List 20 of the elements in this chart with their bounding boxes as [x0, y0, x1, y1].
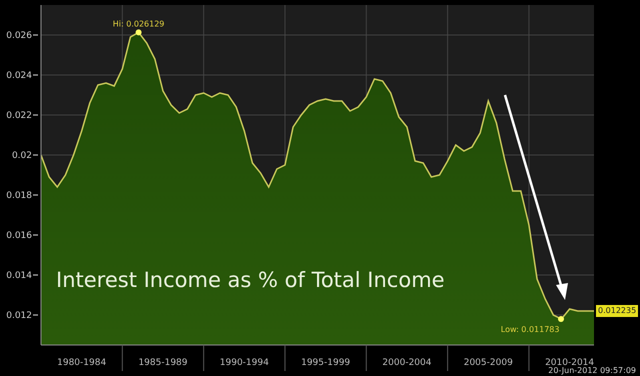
- text: 0.012235: [596, 305, 638, 317]
- y-tick-label: 0.014: [6, 271, 32, 281]
- y-tick-label: 0.018: [6, 191, 32, 201]
- y-tick-label: 0.016: [6, 231, 32, 241]
- y-tick-label: 0.02: [12, 151, 32, 161]
- x-tick-label: 2005-2009: [464, 358, 514, 368]
- x-tick-label: 1985-1989: [138, 358, 188, 368]
- y-tick-label: 0.026: [6, 31, 32, 41]
- y-tick-label: 0.022: [6, 111, 32, 121]
- x-tick-label: 2000-2004: [382, 358, 432, 368]
- x-tick-label: 1980-1984: [57, 358, 106, 368]
- annotation: Low: 0.011783: [500, 325, 560, 334]
- x-tick-label: 1995-1999: [301, 358, 350, 368]
- x-tick-label: 2010-2014: [545, 358, 594, 368]
- y-tick-label: 0.024: [6, 71, 32, 81]
- x-tick-label: 1990-1994: [220, 358, 270, 368]
- y-tick-label: 0.012: [6, 311, 32, 321]
- text: Interest Income as % of Total Income: [56, 268, 445, 292]
- annotation: Hi: 0.026129: [112, 19, 164, 28]
- text: 20-Jun-2012 09:57:09: [548, 366, 636, 375]
